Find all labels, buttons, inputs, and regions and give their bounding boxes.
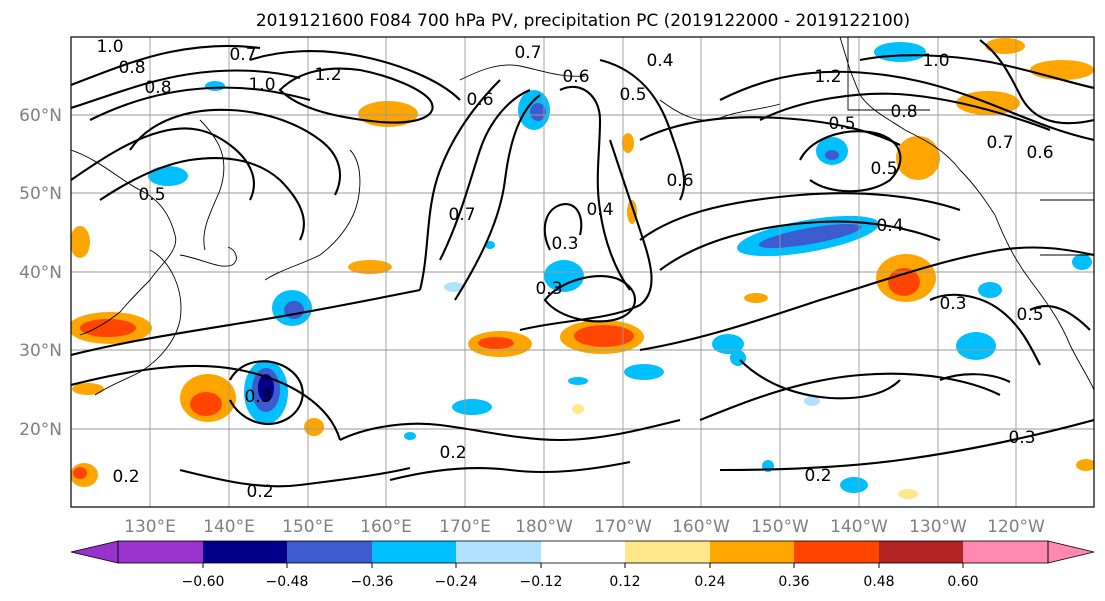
- contour-label: 0.8: [118, 58, 145, 78]
- lon-label: 120°W: [987, 517, 1045, 537]
- contour-label: 1.2: [314, 65, 341, 85]
- contour-label: 0.8: [890, 102, 917, 122]
- contour-label: 0.3: [535, 279, 562, 299]
- lat-label: 50°N: [19, 184, 62, 204]
- lon-label: 150°E: [282, 517, 334, 537]
- colorbar-tick-label: −0.48: [266, 574, 309, 590]
- contour-label: 0.3: [244, 387, 271, 407]
- colorbar-tick-label: −0.60: [182, 574, 225, 590]
- colorbar-low-extend: [70, 540, 119, 564]
- colorbar-tick-label: 0.36: [778, 574, 809, 590]
- contour-label: 0.4: [646, 51, 673, 71]
- contour-label: 0.7: [229, 45, 256, 65]
- contour-label: 0.5: [138, 185, 165, 205]
- contour-label: 0.4: [586, 200, 613, 220]
- colorbar: −0.60 −0.48 −0.36 −0.24 −0.12 0.12 0.24 …: [70, 540, 1095, 590]
- lat-label: 30°N: [19, 341, 62, 361]
- lon-label: 140°E: [203, 517, 255, 537]
- contour-label: 0.6: [666, 171, 693, 191]
- contour-label: 0.3: [551, 234, 578, 254]
- colorbar-swatch: [963, 541, 1048, 563]
- colorbar-swatch: [794, 541, 879, 563]
- colorbar-swatch: [372, 541, 456, 563]
- contour-label: 1.0: [922, 51, 949, 71]
- contour-label: 0.7: [448, 205, 475, 225]
- contour-label: 0.2: [804, 466, 831, 486]
- colorbar-tick-label: 0.24: [694, 574, 725, 590]
- contour-label: 0.7: [986, 133, 1013, 153]
- lat-label: 20°N: [19, 420, 62, 440]
- contour-label: 0.2: [246, 482, 273, 502]
- latitude-labels: 60°N 50°N 40°N 30°N 20°N: [19, 106, 62, 440]
- contour-label: 0.3: [939, 294, 966, 314]
- contour-label: 1.2: [814, 67, 841, 87]
- contour-label: 0.2: [439, 443, 466, 463]
- map-area: 1.0 0.8 0.7 0.8 1.0 1.2 0.7 0.6 0.4 0.5 …: [71, 37, 1094, 507]
- map-frame: [70, 36, 1095, 508]
- contour-label: 1.0: [248, 75, 275, 95]
- lon-label: 160°E: [360, 517, 412, 537]
- lat-label: 40°N: [19, 263, 62, 283]
- contour-label: 0.2: [112, 467, 139, 487]
- colorbar-tick-label: 0.48: [863, 574, 894, 590]
- longitude-labels: 130°E 140°E 150°E 160°E 170°E 180°W 170°…: [124, 517, 1045, 537]
- colorbar-swatch: [541, 541, 625, 563]
- colorbar-swatch: [710, 541, 794, 563]
- lon-label: 160°W: [672, 517, 730, 537]
- colorbar-swatch: [879, 541, 963, 563]
- colorbar-tick-label: 0.12: [609, 574, 640, 590]
- lon-label: 170°W: [594, 517, 652, 537]
- colorbar-swatch: [625, 541, 710, 563]
- lon-label: 180°W: [515, 517, 573, 537]
- contour-label: 0.3: [1008, 428, 1035, 448]
- contour-label: 0.8: [144, 78, 171, 98]
- lon-label: 130°E: [124, 517, 176, 537]
- colorbar-swatch: [456, 541, 541, 563]
- contour-label: 0.5: [619, 85, 646, 105]
- colorbar-tick-label: 0.60: [947, 574, 978, 590]
- contour-label: 0.5: [870, 159, 897, 179]
- contour-label: 0.5: [1016, 305, 1043, 325]
- contour-label: 0.6: [562, 67, 589, 87]
- colorbar-swatch: [118, 541, 203, 563]
- contour-label: 0.5: [828, 114, 855, 134]
- contour-label: 0.6: [1026, 143, 1053, 163]
- colorbar-tick-label: −0.12: [520, 574, 563, 590]
- colorbar-tick-label: −0.24: [435, 574, 478, 590]
- contour-label: 1.0: [96, 37, 123, 57]
- contour-label: 0.4: [876, 216, 903, 236]
- map-title: 2019121600 F084 700 hPa PV, precipitatio…: [256, 11, 910, 31]
- lon-label: 130°W: [909, 517, 967, 537]
- colorbar-high-extend: [1047, 540, 1095, 564]
- lon-label: 170°E: [439, 517, 491, 537]
- lon-label: 140°W: [830, 517, 888, 537]
- contour-label: 0.7: [514, 43, 541, 63]
- colorbar-swatch: [203, 541, 287, 563]
- colorbar-swatch: [287, 541, 372, 563]
- lat-label: 60°N: [19, 106, 62, 126]
- contour-label: 0.6: [466, 90, 493, 110]
- pv-contours: [71, 39, 1094, 488]
- lon-label: 150°W: [751, 517, 809, 537]
- contour-labels: 1.0 0.8 0.7 0.8 1.0 1.2 0.7 0.6 0.4 0.5 …: [96, 37, 1053, 502]
- graticule: [71, 37, 1094, 507]
- colorbar-tick-label: −0.36: [351, 574, 394, 590]
